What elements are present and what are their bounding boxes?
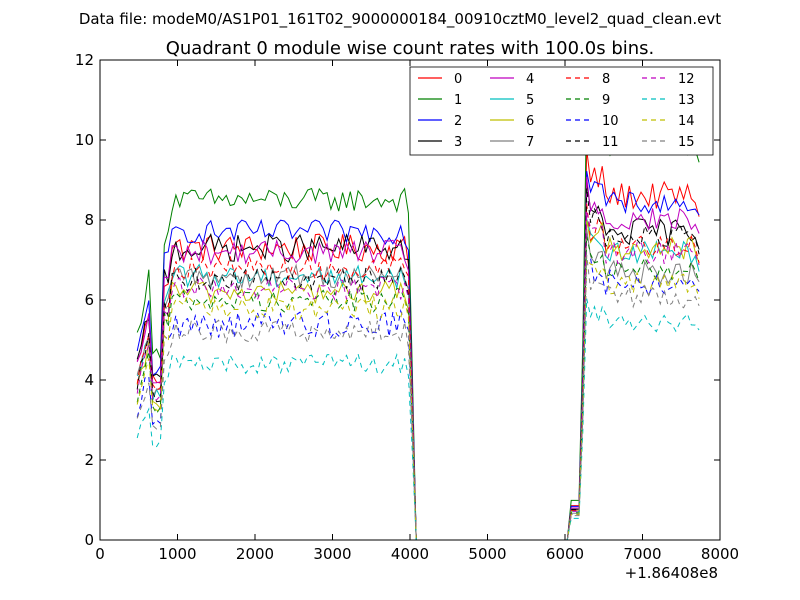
legend-label-7: 7 xyxy=(526,135,534,150)
x-axis-ticks: 0 1000 2000 3000 4000 5000 6000 7000 8000 xyxy=(95,60,739,563)
chart-title: Quadrant 0 module wise count rates with … xyxy=(166,38,655,59)
x-tick-label: 5000 xyxy=(468,545,506,563)
x-tick-label: 7000 xyxy=(623,545,661,563)
x-tick-label: 6000 xyxy=(546,545,584,563)
y-tick-label: 8 xyxy=(84,211,94,229)
x-tick-label: 3000 xyxy=(313,545,351,563)
x-tick-label: 2000 xyxy=(236,545,274,563)
series-line-10 xyxy=(136,257,700,541)
y-tick-label: 6 xyxy=(84,291,94,309)
x-tick-label: 0 xyxy=(95,545,105,563)
legend-label-0: 0 xyxy=(454,72,462,87)
x-offset-label: +1.86408e8 xyxy=(625,564,718,582)
legend-label-3: 3 xyxy=(454,135,462,150)
x-tick-label: 8000 xyxy=(701,545,739,563)
legend-label-14: 14 xyxy=(678,114,695,129)
legend-label-6: 6 xyxy=(526,114,534,129)
y-tick-label: 4 xyxy=(84,371,94,389)
legend-label-10: 10 xyxy=(602,114,619,129)
legend-label-11: 11 xyxy=(602,135,619,150)
y-tick-label: 10 xyxy=(75,131,94,149)
legend-label-8: 8 xyxy=(602,72,610,87)
legend-label-2: 2 xyxy=(454,114,462,129)
legend-label-12: 12 xyxy=(678,72,695,87)
series-line-14 xyxy=(136,258,700,541)
legend-box xyxy=(409,66,714,156)
series-line-9 xyxy=(136,236,700,541)
x-tick-label: 1000 xyxy=(158,545,196,563)
series-line-13 xyxy=(136,298,700,541)
y-tick-label: 0 xyxy=(84,531,94,549)
legend-label-15: 15 xyxy=(678,135,695,150)
legend-label-1: 1 xyxy=(454,93,462,108)
x-tick-label: 4000 xyxy=(391,545,429,563)
legend-label-4: 4 xyxy=(526,72,534,87)
file-title: Data file: modeM0/AS1P01_161T02_90000001… xyxy=(79,10,721,29)
legend-label-13: 13 xyxy=(678,93,695,108)
y-tick-label: 2 xyxy=(84,451,94,469)
y-tick-label: 12 xyxy=(75,51,94,69)
legend-label-5: 5 xyxy=(526,93,534,108)
legend-label-9: 9 xyxy=(602,93,610,108)
plot-area: 0 1000 2000 3000 4000 5000 6000 7000 8000 0 2 4 6 8 1… xyxy=(75,51,739,563)
